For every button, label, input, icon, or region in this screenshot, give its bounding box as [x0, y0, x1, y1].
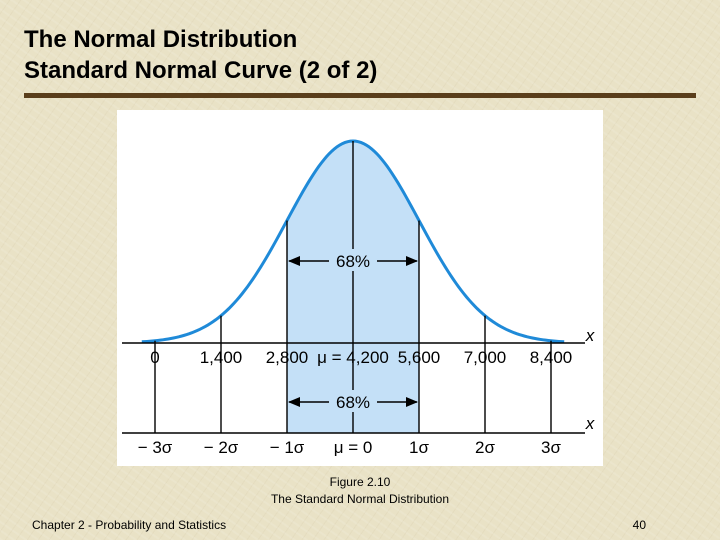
top-axis-tick-label: 7,000 [464, 348, 507, 367]
bottom-68-percent-label-bg [331, 390, 375, 412]
top-axis-tick-label: 1,400 [200, 348, 243, 367]
figure-number: Figure 2.10 [329, 475, 391, 489]
bottom-axis-tick-label: μ = 0 [334, 438, 373, 457]
top-68-percent-arrowhead-left [288, 256, 300, 266]
bottom-axis-variable: x [585, 414, 595, 433]
title-divider [24, 93, 696, 98]
bottom-68-percent-label: 68% [336, 393, 370, 412]
page-number: 40 [632, 518, 646, 532]
bottom-axis-tick-label: − 3σ [138, 438, 173, 457]
bottom-68-percent-arrowhead-left [288, 397, 300, 407]
top-68-percent-label: 68% [336, 252, 370, 271]
bottom-68-percent-arrowhead-right [406, 397, 418, 407]
bottom-axis-tick-label: 2σ [475, 438, 495, 457]
bottom-axis-tick-label: 3σ [541, 438, 561, 457]
slide-title-line-2: Standard Normal Curve (2 of 2) [24, 57, 378, 84]
normal-curve-chart: 0 1,400 2,800 μ = 4,200 5,600 7,000 8,400 − 3σ −… [122, 139, 595, 457]
top-axis-tick-label: 0 [150, 348, 159, 367]
slide-title-line-1: The Normal Distribution [24, 26, 298, 53]
bottom-axis-tick-label: − 1σ [270, 438, 305, 457]
footer-chapter: Chapter 2 - Probability and Statistics [32, 518, 227, 532]
top-axis-tick-label: 2,800 [266, 348, 309, 367]
top-axis-tick-label: μ = 4,200 [317, 348, 389, 367]
top-axis-variable: x [585, 326, 595, 345]
bottom-axis-tick-label: 1σ [409, 438, 429, 457]
top-axis-tick-label: 5,600 [398, 348, 441, 367]
figure-caption: The Standard Normal Distribution [270, 492, 450, 506]
top-axis-tick-label: 8,400 [530, 348, 573, 367]
top-68-percent-arrowhead-right [406, 256, 418, 266]
figure-panel: 0 1,400 2,800 μ = 4,200 5,600 7,000 8,400 − 3σ −… [117, 110, 603, 466]
bottom-axis-tick-label: − 2σ [204, 438, 239, 457]
slide-title: The Normal Distribution Standard Normal … [24, 24, 377, 86]
top-68-percent-label-bg [331, 249, 375, 271]
